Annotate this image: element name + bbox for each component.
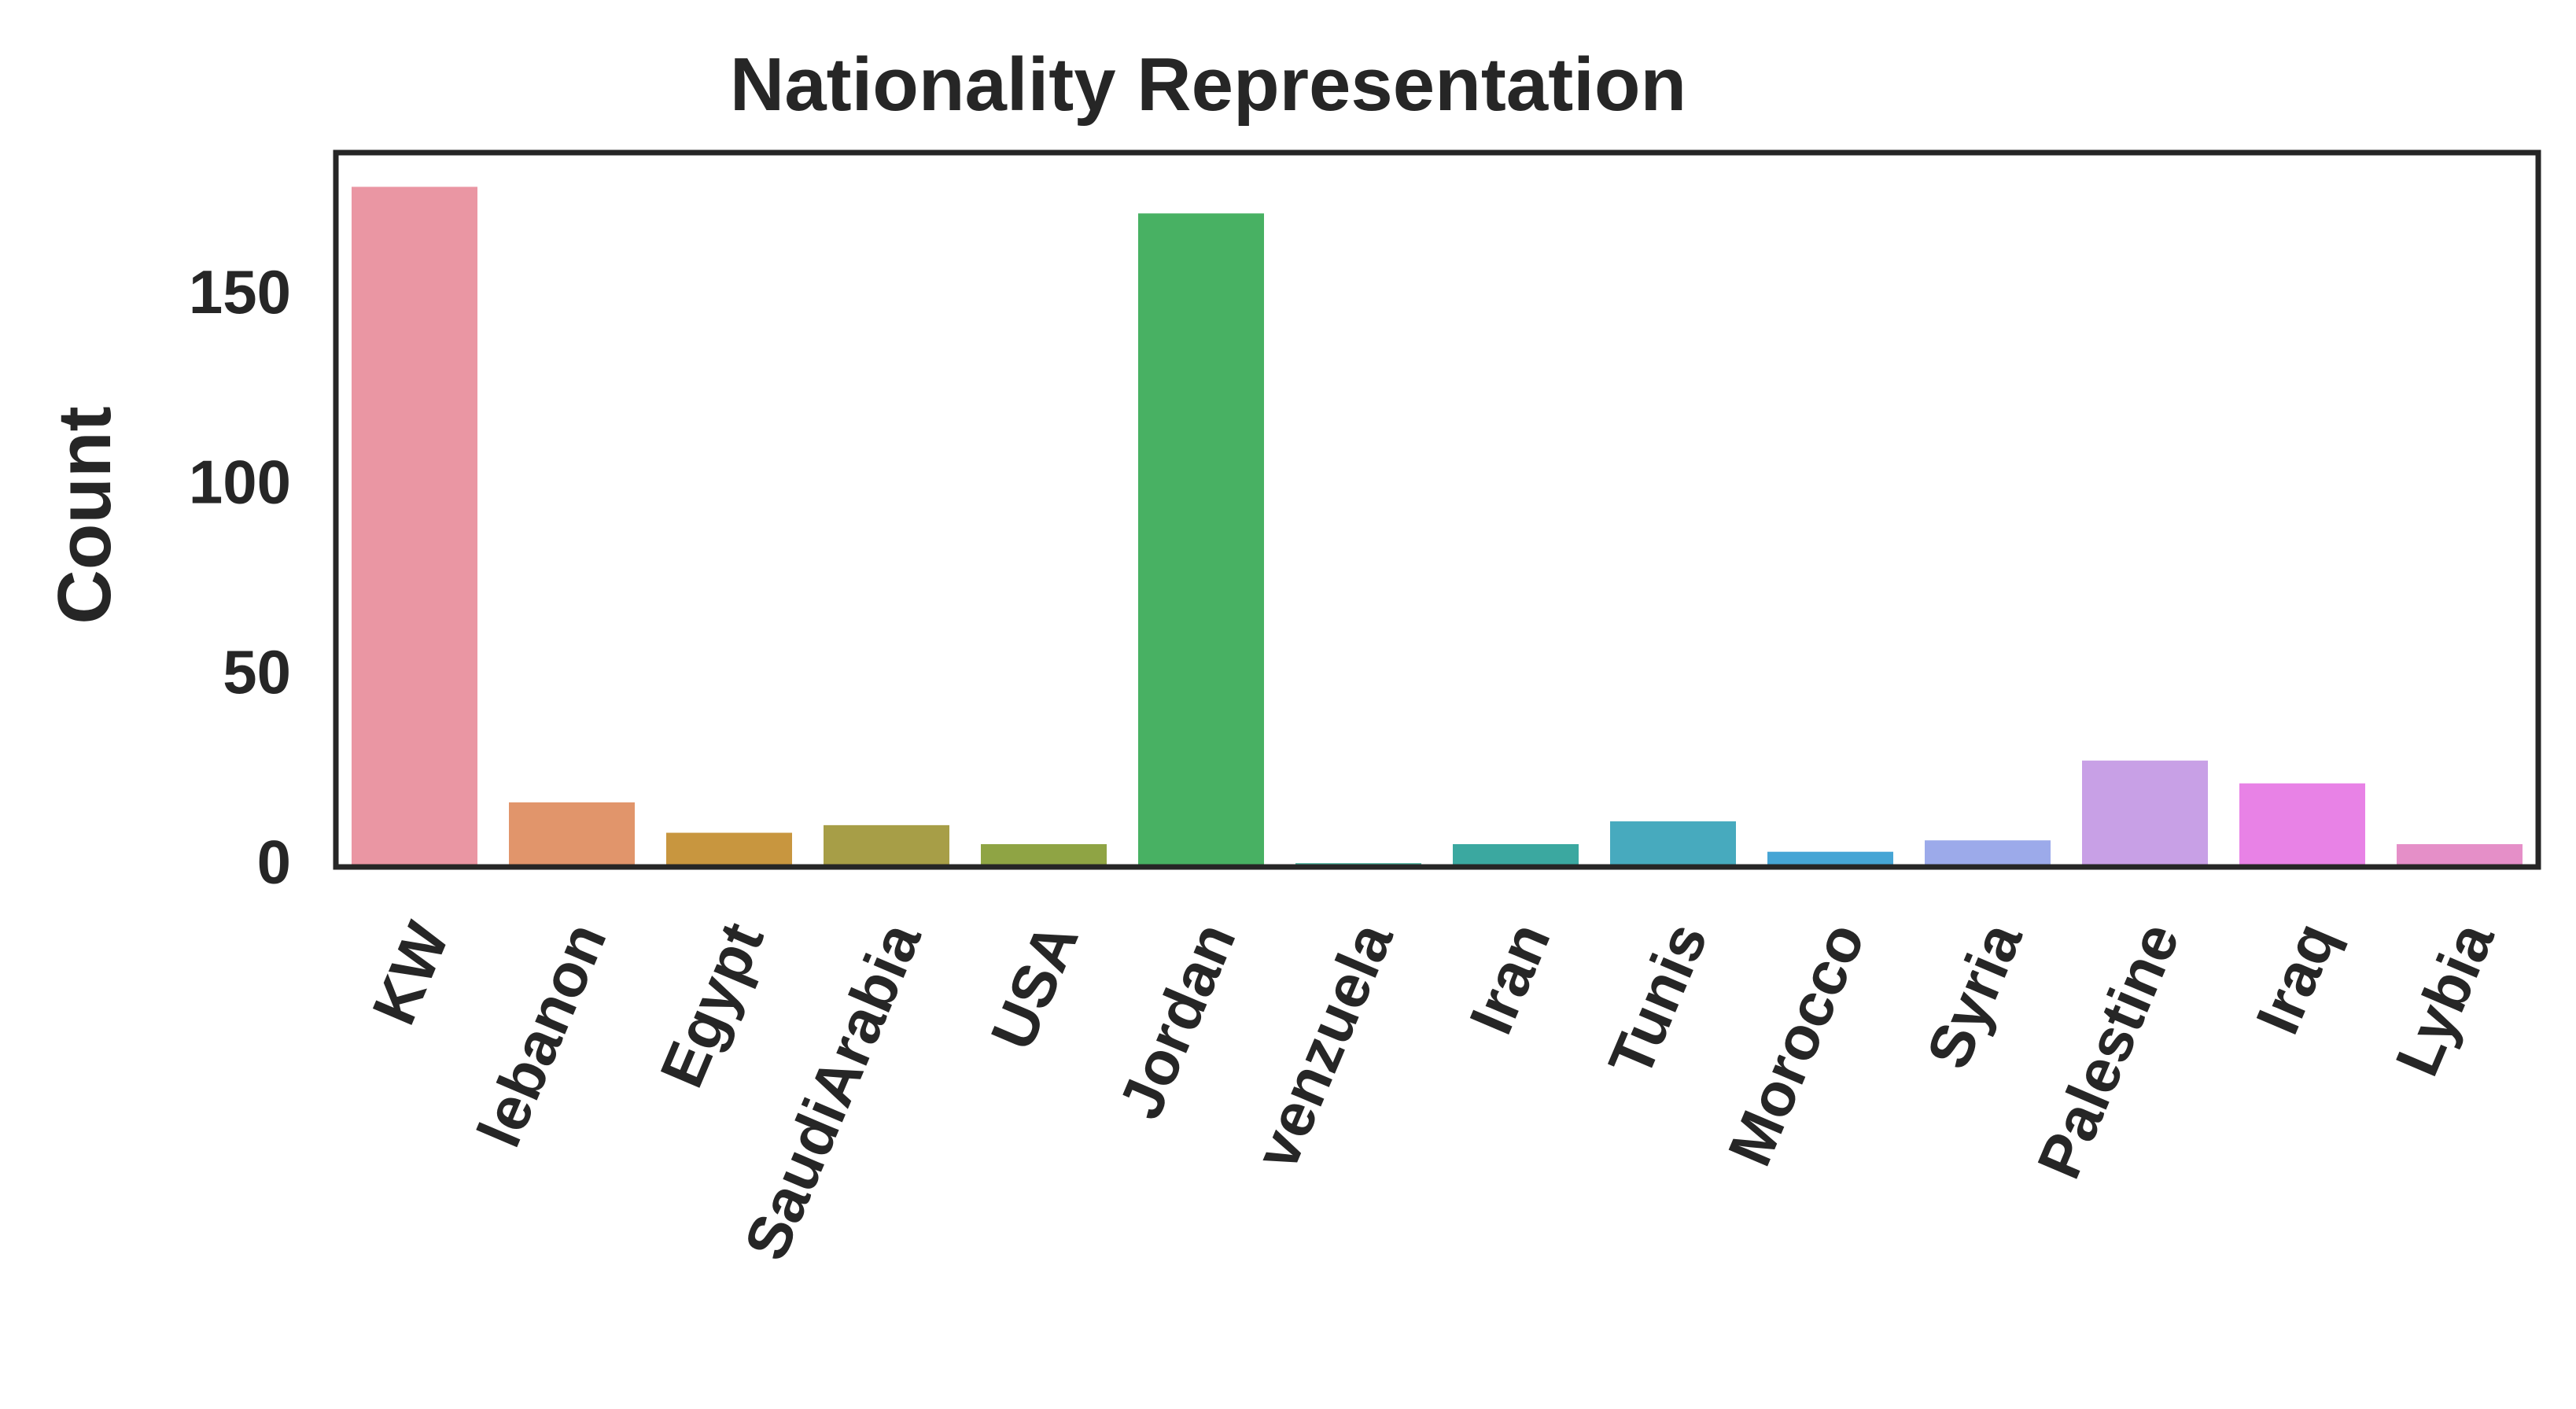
y-tick-label: 150 (189, 257, 291, 326)
plot-frame (333, 149, 2541, 870)
chart-title: Nationality Representation (730, 42, 1686, 127)
bar-saudiarabia (824, 824, 949, 867)
bar-tunis (1610, 821, 1736, 867)
x-tick-label: venzuela (1241, 913, 1406, 1178)
bar-palestine (2082, 760, 2208, 867)
bar-usa (981, 844, 1107, 867)
bar-kw (352, 186, 477, 867)
x-tick-label: Morocco (1715, 913, 1878, 1175)
bar-iraq (2239, 783, 2365, 867)
x-tick-label: Syria (1913, 913, 2036, 1079)
bar-morocco (1767, 851, 1893, 867)
x-tick-label: Iran (1456, 913, 1564, 1043)
x-tick-label: Palestine (2024, 913, 2193, 1188)
bar-lebanon (509, 802, 635, 867)
bars-group (352, 186, 2523, 867)
bar-jordan (1138, 213, 1264, 867)
x-tick-label: Jordan (1105, 913, 1249, 1128)
y-axis-label: Count (42, 406, 127, 624)
bar-iran (1453, 844, 1579, 867)
x-tick-label: Egypt (647, 913, 777, 1097)
y-ticks-group: 0 50 100 150 (189, 257, 291, 896)
bar-egypt (666, 832, 792, 867)
bar-lybia (2397, 844, 2523, 867)
bar-syria (1925, 840, 2051, 867)
y-tick-label: 0 (257, 828, 291, 897)
x-tick-label: lebanon (464, 913, 620, 1156)
x-tick-label: Lybia (2382, 913, 2508, 1086)
x-tick-label: Tunis (1595, 913, 1721, 1086)
x-tick-label: USA (977, 913, 1091, 1059)
y-tick-label: 50 (223, 637, 291, 706)
y-tick-label: 100 (189, 448, 291, 517)
x-tick-label: Iraq (2242, 913, 2350, 1043)
x-tick-label: KW (359, 913, 463, 1034)
